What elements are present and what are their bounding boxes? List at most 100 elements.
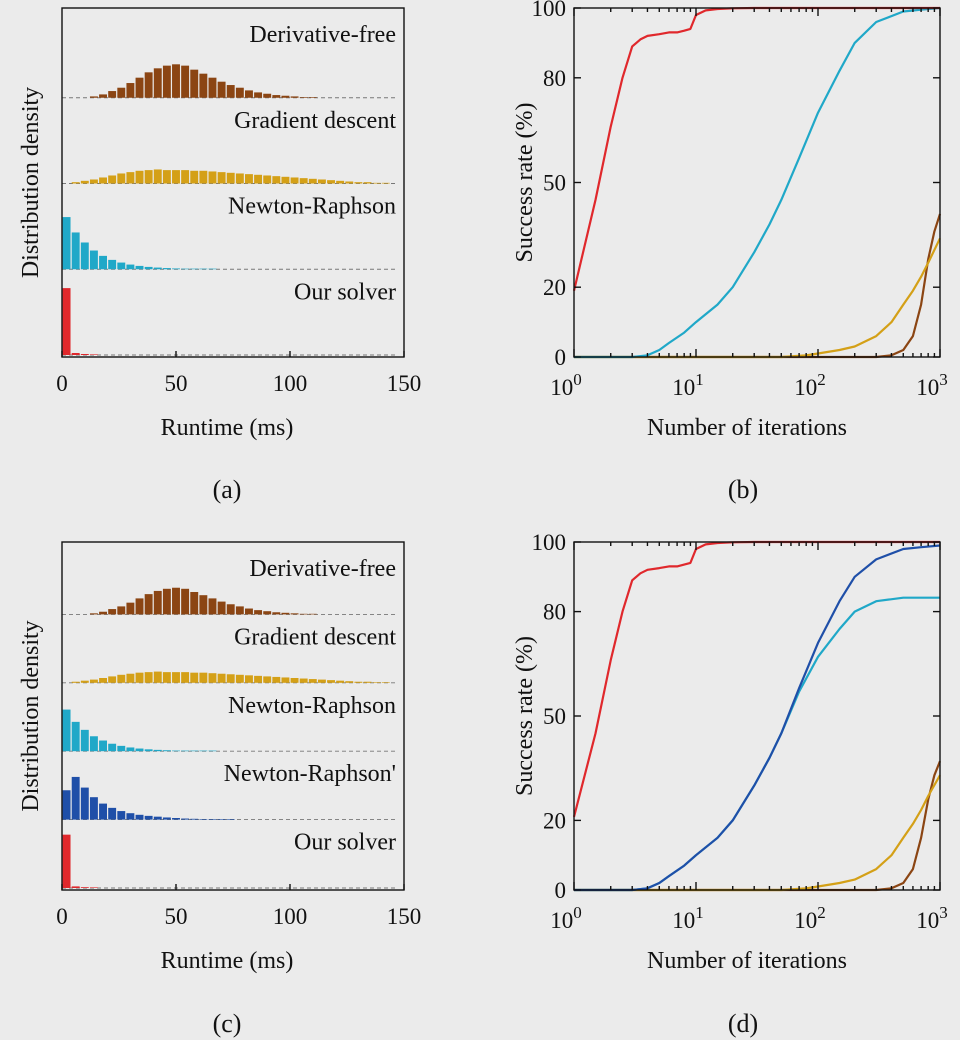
histogram-bar — [263, 611, 272, 615]
histogram-bar — [144, 266, 153, 270]
histogram-bar — [172, 170, 180, 184]
histogram-bar — [62, 217, 71, 270]
histogram-bar — [226, 604, 235, 615]
histogram-bar — [181, 170, 190, 184]
histogram-bar — [144, 594, 153, 615]
histogram-bar — [108, 259, 117, 270]
histogram-bar — [117, 811, 126, 820]
x-tick-exponent: 0 — [573, 903, 582, 922]
histogram-bar — [117, 262, 126, 270]
x-axis-label: Runtime (ms) — [161, 415, 294, 441]
histogram-bar — [327, 680, 335, 683]
histogram-bar — [89, 250, 98, 270]
y-tick-label: 20 — [543, 275, 566, 300]
histogram-bar — [226, 172, 235, 184]
histogram-bar — [99, 177, 107, 184]
histogram-bar — [117, 173, 126, 184]
histogram-bar — [226, 85, 235, 98]
histogram-bar — [126, 813, 135, 820]
histogram-bar — [135, 77, 144, 98]
histogram-bar — [71, 681, 80, 683]
histogram-bar — [254, 675, 263, 683]
histogram-bar — [199, 595, 208, 615]
histogram-bar — [217, 673, 226, 683]
histogram-bar — [290, 177, 299, 184]
y-tick-label: 0 — [555, 345, 567, 370]
histogram-bar — [89, 96, 98, 98]
x-tick-base: 10 — [672, 908, 695, 933]
histogram-bar — [108, 807, 117, 820]
histogram-bar — [199, 170, 208, 184]
histogram-bar — [299, 178, 308, 184]
x-tick-label: 100 — [550, 370, 582, 400]
x-tick-exponent: 0 — [573, 370, 582, 389]
histogram-bar — [263, 676, 272, 683]
histogram-bar — [272, 612, 281, 615]
histogram-bar — [245, 608, 253, 615]
histogram-bar — [89, 179, 98, 184]
histogram-bar — [208, 171, 217, 184]
x-tick-label: 150 — [387, 371, 422, 396]
histogram-bar — [172, 817, 180, 820]
x-tick-base: 10 — [550, 375, 573, 400]
histogram-bar — [89, 679, 98, 683]
x-tick-label: 100 — [550, 903, 582, 933]
histogram-bar — [190, 672, 199, 683]
series-label: Our solver — [294, 830, 396, 856]
histogram-bar — [263, 175, 272, 184]
y-tick-label: 100 — [532, 530, 567, 555]
histogram-bar — [89, 736, 98, 752]
series-line — [574, 596, 940, 892]
histogram-bar — [144, 749, 153, 752]
histogram-bar — [108, 676, 117, 683]
histogram-bar — [172, 64, 180, 98]
histogram-bar — [153, 267, 162, 270]
histogram-bar — [199, 672, 208, 683]
histogram-bar — [89, 354, 98, 355]
histogram-bar — [235, 173, 244, 184]
x-tick-base: 10 — [794, 375, 817, 400]
series-line — [574, 544, 941, 892]
series-label: Newton-Raphson — [228, 194, 396, 220]
histogram-bar — [181, 672, 190, 683]
histogram-bar — [381, 182, 390, 184]
histogram-bar — [190, 268, 199, 270]
series-label: Newton-Raphson — [228, 693, 396, 719]
histogram-bar — [135, 814, 144, 820]
histogram-bar — [217, 601, 226, 615]
histogram-bar — [181, 818, 190, 820]
y-tick-label: 80 — [543, 600, 566, 625]
histogram-bar — [144, 815, 153, 820]
histogram-bar — [308, 178, 317, 184]
histogram-bar — [245, 675, 253, 683]
series-label: Newton-Raphson' — [224, 761, 396, 787]
histogram-bar — [172, 672, 180, 683]
x-tick-label: 103 — [916, 903, 948, 933]
x-tick-label: 103 — [916, 370, 948, 400]
histogram-bar — [235, 674, 244, 683]
histogram-bar — [290, 613, 299, 615]
y-tick-label: 20 — [543, 808, 566, 833]
histogram-bar — [172, 268, 180, 270]
histogram-bar — [80, 887, 89, 888]
histogram-bar — [71, 886, 80, 888]
histogram-bar — [199, 73, 208, 98]
histogram-bar — [190, 750, 199, 752]
histogram-bar — [126, 747, 135, 752]
y-axis-label: Distribution density — [18, 620, 44, 811]
histogram-bar — [317, 179, 326, 184]
histogram-bar — [126, 172, 135, 184]
y-tick-label: 80 — [543, 66, 566, 91]
histogram-bar — [62, 790, 71, 820]
histogram-bar — [117, 745, 126, 752]
histogram-bar — [144, 72, 153, 98]
histogram-bar — [71, 232, 80, 270]
series-label: Our solver — [294, 279, 396, 305]
histogram-bar — [281, 612, 290, 615]
histogram-bar — [71, 352, 80, 355]
histogram-bar — [190, 69, 199, 98]
x-axis-label: Number of iterations — [647, 415, 847, 441]
histogram-bar — [336, 180, 345, 184]
